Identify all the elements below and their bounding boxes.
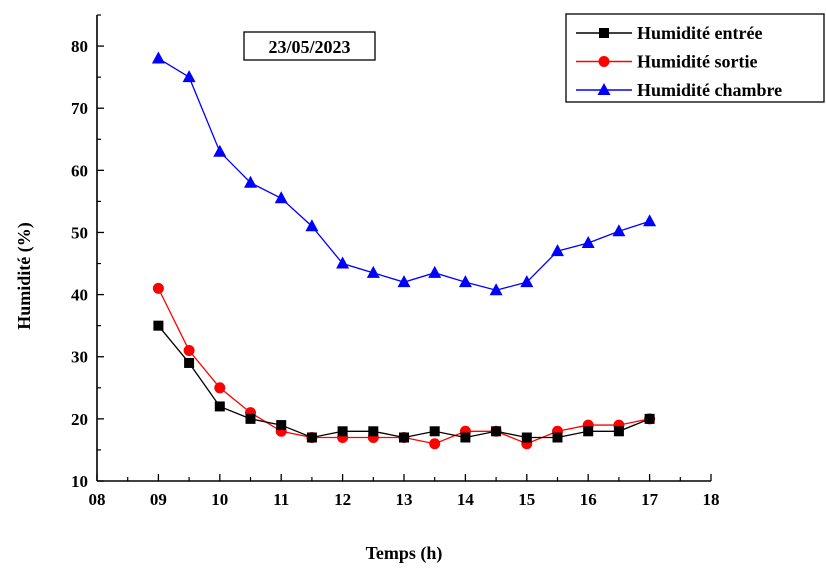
data-point xyxy=(521,432,532,443)
data-point xyxy=(336,256,350,269)
date-annotation: 23/05/2023 xyxy=(243,31,376,61)
data-point xyxy=(151,51,165,64)
data-point xyxy=(552,432,563,443)
date-annotation-box xyxy=(243,31,376,61)
x-tick-label: 10 xyxy=(211,490,228,509)
data-point xyxy=(612,224,626,237)
data-point xyxy=(613,426,624,437)
y-tick-label: 60 xyxy=(71,161,88,180)
data-point xyxy=(305,219,319,232)
data-point xyxy=(245,413,256,424)
legend-label: Humidité chambre xyxy=(637,80,782,100)
data-point xyxy=(429,438,441,450)
series-1 xyxy=(152,282,656,450)
series-0 xyxy=(153,320,655,443)
data-point xyxy=(183,345,195,357)
data-point xyxy=(397,275,411,288)
legend-marker xyxy=(599,28,609,38)
data-point xyxy=(306,432,317,443)
data-point xyxy=(366,265,380,278)
x-tick-label: 12 xyxy=(334,490,351,509)
labels-layer: 08 09 10 11 12 13 14 15 16 17 18 10 20 30 40 50 60 70 80 xyxy=(71,37,720,509)
x-tick-label: 13 xyxy=(396,490,413,509)
x-tick-label: 15 xyxy=(518,490,535,509)
data-point xyxy=(491,426,502,437)
data-point xyxy=(460,432,471,443)
data-point xyxy=(399,432,409,443)
x-tick-label: 17 xyxy=(641,490,659,509)
legend: Humidité entrée Humidité sortie Humidité c… xyxy=(565,13,825,103)
x-tick-label: 14 xyxy=(457,490,475,509)
data-point xyxy=(214,382,226,394)
data-point xyxy=(581,236,595,249)
data-point xyxy=(184,357,195,368)
x-tick-label: 09 xyxy=(150,490,167,509)
data-point xyxy=(153,320,164,331)
y-tick-label: 80 xyxy=(71,37,88,56)
data-point xyxy=(551,244,564,257)
data-point xyxy=(214,401,225,412)
x-tick-label: 11 xyxy=(273,490,289,509)
y-axis-title: Humidité (%) xyxy=(14,222,35,330)
data-point xyxy=(644,413,655,424)
data-point xyxy=(244,175,257,188)
data-point xyxy=(429,426,440,437)
data-point xyxy=(213,144,227,157)
date-annotation-text: 23/05/2023 xyxy=(268,37,350,57)
legend-label: Humidité entrée xyxy=(637,23,762,43)
y-tick-label: 30 xyxy=(71,348,88,367)
data-point xyxy=(458,275,472,288)
x-tick-label: 08 xyxy=(89,490,106,509)
x-tick-label: 16 xyxy=(580,490,597,509)
series-2 xyxy=(151,51,657,296)
y-tick-label: 10 xyxy=(71,472,88,491)
data-point xyxy=(274,191,288,204)
data-point xyxy=(182,70,196,83)
legend-label: Humidité sortie xyxy=(637,52,757,72)
axes xyxy=(96,14,712,482)
y-tick-label: 70 xyxy=(71,99,88,118)
data-point xyxy=(276,420,287,431)
data-point xyxy=(337,426,348,437)
data-point xyxy=(520,275,534,288)
y-tick-label: 40 xyxy=(71,286,88,305)
data-point xyxy=(428,265,442,278)
y-tick-label: 20 xyxy=(71,410,88,429)
data-point xyxy=(489,283,503,296)
legend-marker xyxy=(598,56,610,67)
legend-marker xyxy=(597,83,611,95)
x-tick-label: 18 xyxy=(703,490,720,509)
data-point xyxy=(643,214,657,227)
series-layer xyxy=(151,51,657,450)
series-line xyxy=(157,288,650,445)
data-point xyxy=(152,282,164,294)
x-axis-title: Temps (h) xyxy=(366,543,443,564)
y-tick-label: 50 xyxy=(71,223,88,242)
series-line xyxy=(157,325,650,439)
data-point xyxy=(583,426,594,437)
data-point xyxy=(368,426,379,437)
